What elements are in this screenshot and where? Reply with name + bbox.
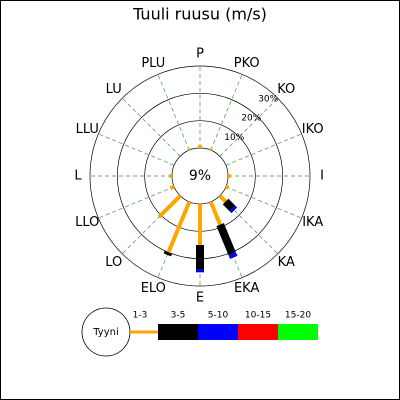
bar-segment	[169, 184, 175, 191]
bar-segment	[229, 205, 238, 214]
direction-label: L	[74, 169, 82, 184]
bar-segment	[218, 194, 228, 204]
legend-swatch	[198, 324, 238, 340]
legend-swatch	[238, 324, 278, 340]
direction-label: IKA	[302, 215, 323, 230]
legend-label: 5-10	[208, 311, 229, 321]
legend-label: 3-5	[171, 311, 186, 321]
chart-title: Tuuli ruusu (m/s)	[132, 5, 267, 24]
direction-label: LLO	[75, 215, 99, 230]
ring	[89, 65, 311, 287]
direction-label: I	[320, 169, 324, 184]
bar-segment	[216, 223, 236, 256]
direction-label: KA	[278, 255, 295, 270]
direction-label: ELO	[141, 281, 166, 296]
bar-segment	[208, 201, 222, 226]
bar-segment	[208, 148, 214, 151]
legend-swatch	[158, 324, 198, 340]
ring-label: 10%	[224, 133, 244, 143]
direction-label: LLU	[76, 122, 99, 137]
direction-label: E	[196, 291, 204, 306]
direction-label: PLU	[141, 56, 165, 71]
bar-segment	[166, 201, 192, 254]
direction-label: LU	[106, 82, 122, 97]
direction-label: IKO	[302, 122, 324, 137]
direction-label: LO	[105, 255, 122, 270]
direction-label: PKO	[234, 56, 260, 71]
direction-label: P	[196, 47, 204, 62]
direction-label: EKA	[234, 281, 260, 296]
bar-segment	[157, 194, 182, 219]
calm-value: 9%	[189, 168, 211, 184]
legend-label: 15-20	[285, 311, 311, 321]
ring-label: 20%	[241, 114, 261, 124]
legend-calm-label: Tyyni	[92, 327, 119, 338]
legend-label: 10-15	[245, 311, 271, 321]
bar-segment	[222, 198, 236, 212]
bar-segment	[163, 250, 173, 257]
bar-segment	[228, 252, 238, 259]
bar-segment	[186, 148, 192, 151]
direction-label: KO	[277, 82, 295, 97]
bar-segment	[225, 184, 230, 190]
legend-label: 1-3	[133, 311, 148, 321]
ring-label: 30%	[258, 95, 278, 105]
legend-swatch	[278, 324, 318, 340]
